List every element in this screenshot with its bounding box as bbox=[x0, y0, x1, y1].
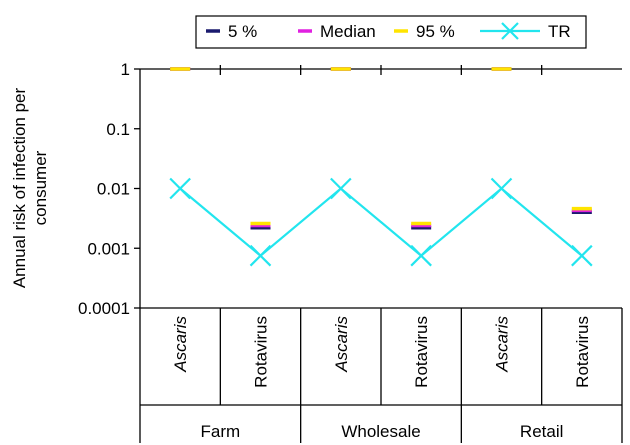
legend-marker bbox=[501, 22, 519, 40]
legend-label: 5 % bbox=[228, 22, 257, 41]
x-tick-label: Rotavirus bbox=[573, 316, 592, 388]
legend-label: TR bbox=[548, 22, 571, 41]
x-tick-label: Ascaris bbox=[332, 316, 351, 373]
x-tick-label: Ascaris bbox=[493, 316, 512, 373]
series-marker bbox=[330, 177, 352, 200]
legend-label: 95 % bbox=[416, 22, 455, 41]
series-line bbox=[179, 187, 583, 258]
series-marker bbox=[571, 244, 593, 267]
series-marker bbox=[169, 177, 191, 200]
plot-area: 1 0.1 0.01 0.001 0.0001 Ascaris Rotavirus Ascar… bbox=[78, 60, 623, 443]
y-tick-label: 0.01 bbox=[97, 180, 130, 199]
x-tick-label: Ascaris bbox=[171, 316, 190, 373]
group-label: Retail bbox=[520, 422, 563, 441]
x-tick-label: Rotavirus bbox=[412, 316, 431, 388]
legend: 5 % Median 95 % TR bbox=[206, 22, 571, 41]
series-marker bbox=[410, 244, 432, 267]
group-label: Farm bbox=[200, 422, 240, 441]
y-axis-label: Annual risk of infection per consumer bbox=[10, 88, 50, 289]
legend-label: Median bbox=[320, 22, 376, 41]
y-tick-label: 1 bbox=[121, 60, 130, 79]
y-tick-label: 0.001 bbox=[87, 239, 130, 258]
y-tick-label: 0.1 bbox=[106, 120, 130, 139]
y-tick-label: 0.0001 bbox=[78, 299, 130, 318]
series-marker bbox=[490, 177, 513, 200]
group-label: Wholesale bbox=[341, 422, 420, 441]
series-marker bbox=[249, 244, 272, 267]
x-tick-label: Rotavirus bbox=[252, 316, 271, 388]
